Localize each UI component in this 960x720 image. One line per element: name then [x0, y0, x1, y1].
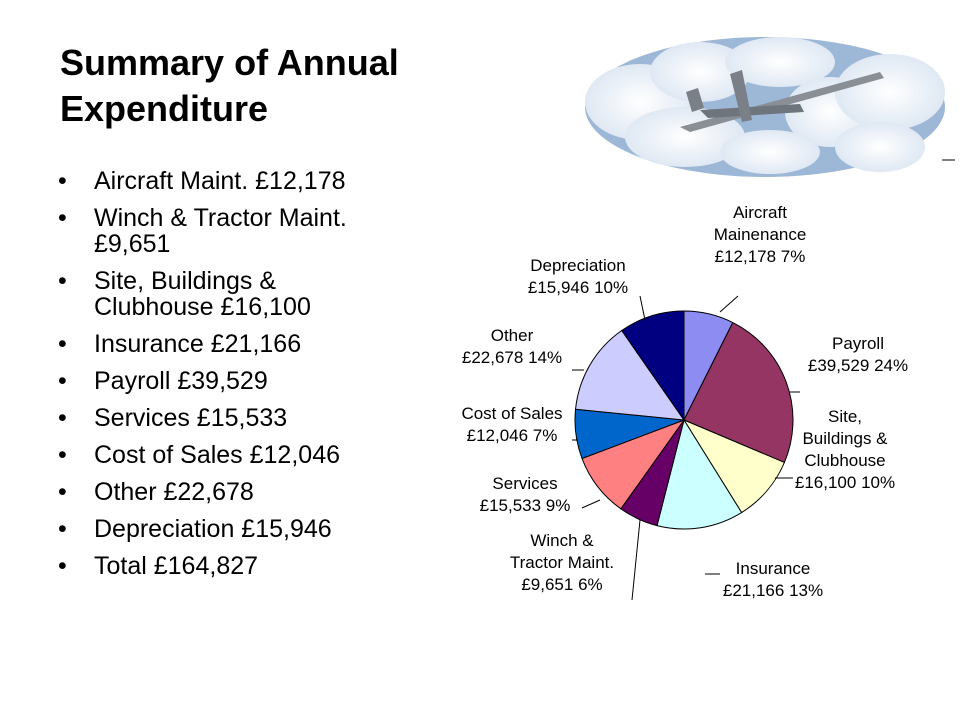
expenditure-list: Aircraft Maint. £12,178 Winch & Tractor …: [58, 168, 438, 590]
slice-label-line: £12,178 7%: [715, 247, 806, 266]
slice-label: Other £22,678 14%: [462, 326, 562, 367]
slice-label-line: Mainenance: [714, 225, 807, 244]
slice-label: Cost of Sales £12,046 7%: [461, 404, 562, 445]
slice-label-line: Site,: [828, 407, 862, 426]
leader-line: [719, 295, 739, 313]
slice-label: Site, Buildings & Clubhouse £16,100 10%: [795, 407, 895, 492]
list-item: Insurance £21,166: [58, 331, 438, 357]
slice-label-line: Depreciation: [530, 256, 625, 275]
slice-label-line: £15,533 9%: [480, 496, 571, 515]
slice-label-line: £9,651 6%: [521, 575, 602, 594]
slice-label-line: Clubhouse: [804, 451, 885, 470]
list-item: Aircraft Maint. £12,178: [58, 168, 438, 194]
list-item: Cost of Sales £12,046: [58, 442, 438, 468]
slice-label-line: £12,046 7%: [467, 426, 558, 445]
list-item: Depreciation £15,946: [58, 516, 438, 542]
slice-label-line: Other: [491, 326, 534, 345]
slice-label-line: Services: [492, 474, 557, 493]
slice-label-line: £21,166 13%: [723, 581, 823, 600]
slide-title-line: Summary of Annual: [60, 42, 399, 83]
slice-label-line: Tractor Maint.: [510, 553, 614, 572]
slice-label: Services £15,533 9%: [480, 474, 571, 515]
slice-label: Winch & Tractor Maint. £9,651 6%: [510, 531, 614, 594]
slice-label-line: £15,946 10%: [528, 278, 628, 297]
pie-slice: [656, 418, 743, 530]
slide-title-line: Expenditure: [60, 88, 269, 129]
slice-label-line: Insurance: [736, 559, 811, 578]
list-item: Total £164,827: [58, 553, 438, 579]
glider-clouds-icon: [585, 37, 955, 177]
slice-label-line: Cost of Sales: [461, 404, 562, 423]
pie-slice: [621, 310, 685, 422]
slice-label-line: Winch &: [530, 531, 594, 550]
pie-slice: [683, 321, 794, 464]
slice-label: Insurance £21,166 13%: [723, 559, 823, 600]
slice-label-line: Buildings &: [802, 429, 888, 448]
slice-label-line: £16,100 10%: [795, 473, 895, 492]
leader-line: [631, 519, 641, 601]
slice-label-line: £22,678 14%: [462, 348, 562, 367]
slice-label-line: Aircraft: [733, 203, 787, 222]
slice-label: Payroll £39,529 24%: [808, 334, 908, 375]
pie-slice: [574, 329, 686, 421]
list-item: Winch & Tractor Maint.£9,651: [58, 205, 438, 257]
slice-label-line: Payroll: [832, 334, 884, 353]
slice-label: Aircraft Mainenance £12,178 7%: [714, 203, 807, 266]
slice-label: Depreciation £15,946 10%: [528, 256, 628, 297]
list-item: Site, Buildings &Clubhouse £16,100: [58, 268, 438, 320]
list-item: Other £22,678: [58, 479, 438, 505]
leader-line: [639, 295, 646, 321]
leader-line: [581, 499, 601, 509]
list-item: Services £15,533: [58, 405, 438, 431]
slide-title: Summary of Annual Expenditure: [60, 40, 500, 132]
slice-label-line: £39,529 24%: [808, 356, 908, 375]
list-item: Payroll £39,529: [58, 368, 438, 394]
